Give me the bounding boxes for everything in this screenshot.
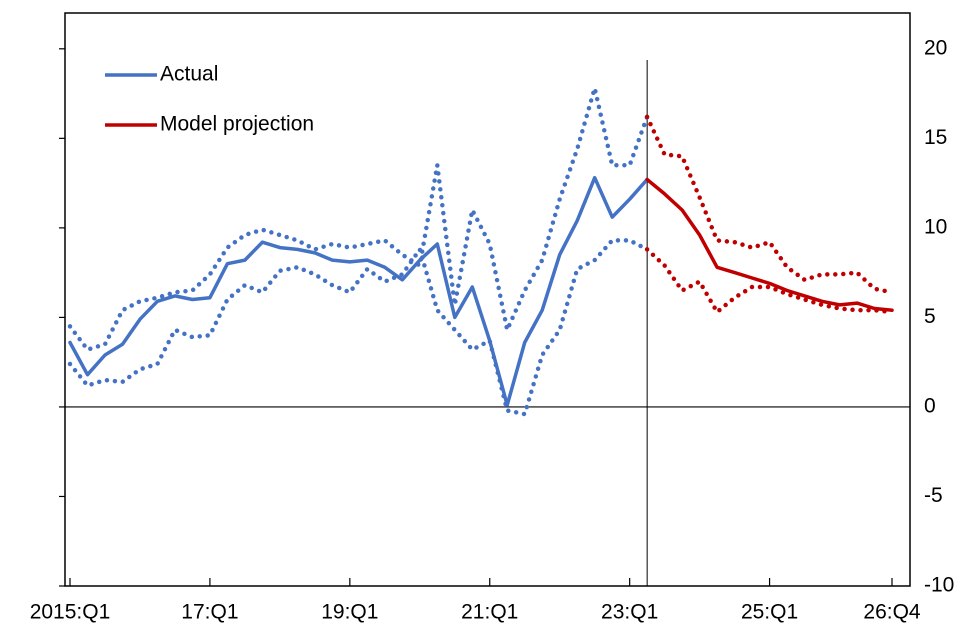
band-line xyxy=(67,85,650,352)
x-tick-label: 26:Q4 xyxy=(863,601,921,624)
x-tick-label: 17:Q1 xyxy=(181,601,238,624)
y-tick-label: 15 xyxy=(924,126,947,149)
legend-label: Model projection xyxy=(160,113,314,136)
x-tick-label: 23:Q1 xyxy=(601,601,658,624)
band-line xyxy=(67,238,650,417)
x-tick-label: 2015:Q1 xyxy=(30,601,111,624)
y-tick-label: -10 xyxy=(924,574,954,597)
plot-frame xyxy=(64,12,911,587)
band-line xyxy=(644,114,895,295)
legend-label: Actual xyxy=(160,63,218,86)
y-tick-label: -5 xyxy=(924,484,943,507)
y-tick-label: 20 xyxy=(924,36,947,59)
band-line xyxy=(644,247,895,315)
series-line xyxy=(645,177,894,312)
x-tick-label: 19:Q1 xyxy=(321,601,378,624)
y-tick-label: 0 xyxy=(924,394,936,417)
series-line xyxy=(68,175,649,407)
y-tick-label: 5 xyxy=(924,305,936,328)
x-tick-label: 21:Q1 xyxy=(461,601,518,624)
y-tick-label: 10 xyxy=(924,215,947,238)
x-tick-label: 25:Q1 xyxy=(741,601,798,624)
